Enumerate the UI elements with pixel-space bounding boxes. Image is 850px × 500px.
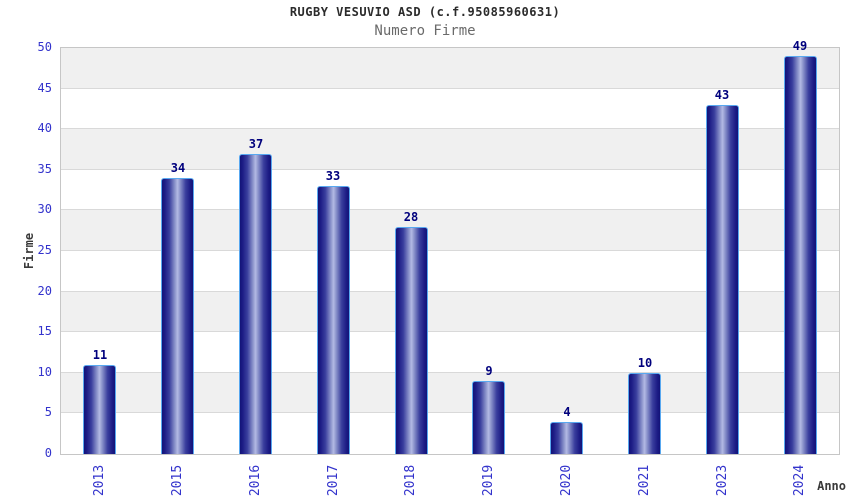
bar-value-label: 33 [325, 169, 341, 183]
y-tick-label: 40 [37, 121, 52, 135]
bar-2013 [83, 365, 116, 454]
x-tick-label: 2017 [325, 464, 341, 496]
y-tick-label: 35 [37, 162, 52, 176]
y-tick-label: 0 [44, 446, 52, 460]
x-tick-label: 2023 [714, 464, 730, 496]
bar-2016 [239, 154, 272, 454]
y-tick-label: 50 [37, 40, 52, 54]
bar-2020 [550, 422, 583, 454]
grid-band [61, 48, 839, 89]
bar-value-label: 43 [714, 88, 730, 102]
y-tick-label: 10 [37, 365, 52, 379]
bar-2023 [706, 105, 739, 454]
y-tick-label: 15 [37, 324, 52, 338]
x-tick-label: 2020 [559, 464, 575, 496]
bar-value-label: 11 [92, 348, 108, 362]
x-tick-label: 2019 [481, 464, 497, 496]
bar-value-label: 49 [792, 39, 808, 53]
chart-subtitle: Numero Firme [374, 23, 476, 39]
x-axis-title: Anno [817, 479, 846, 493]
bar-2017 [317, 186, 350, 454]
bar-value-label: 37 [248, 137, 264, 151]
bar-2018 [395, 227, 428, 454]
bar-value-label: 34 [170, 161, 186, 175]
x-tick-label: 2015 [170, 464, 186, 496]
x-tick-label: 2013 [92, 464, 108, 496]
y-tick-label: 20 [37, 284, 52, 298]
bar-value-label: 10 [637, 356, 653, 370]
bar-value-label: 4 [563, 405, 571, 419]
x-tick-label: 2016 [247, 464, 263, 496]
x-tick-label: 2018 [403, 464, 419, 496]
bar-value-label: 9 [485, 364, 493, 378]
bar-2021 [628, 373, 661, 454]
y-tick-label: 30 [37, 202, 52, 216]
bar-2024 [784, 56, 817, 454]
chart-title: RUGBY VESUVIO ASD (c.f.95085960631) [289, 5, 561, 19]
x-tick-label: 2021 [636, 464, 652, 496]
y-tick-label: 5 [44, 405, 52, 419]
bar-2015 [161, 178, 194, 454]
bar-value-label: 28 [403, 210, 419, 224]
y-tick-label: 25 [37, 243, 52, 257]
y-tick-label: 45 [37, 81, 52, 95]
plot-area: 11 34 37 33 28 9 4 10 43 49 [60, 39, 840, 455]
bar-2019 [472, 381, 505, 454]
